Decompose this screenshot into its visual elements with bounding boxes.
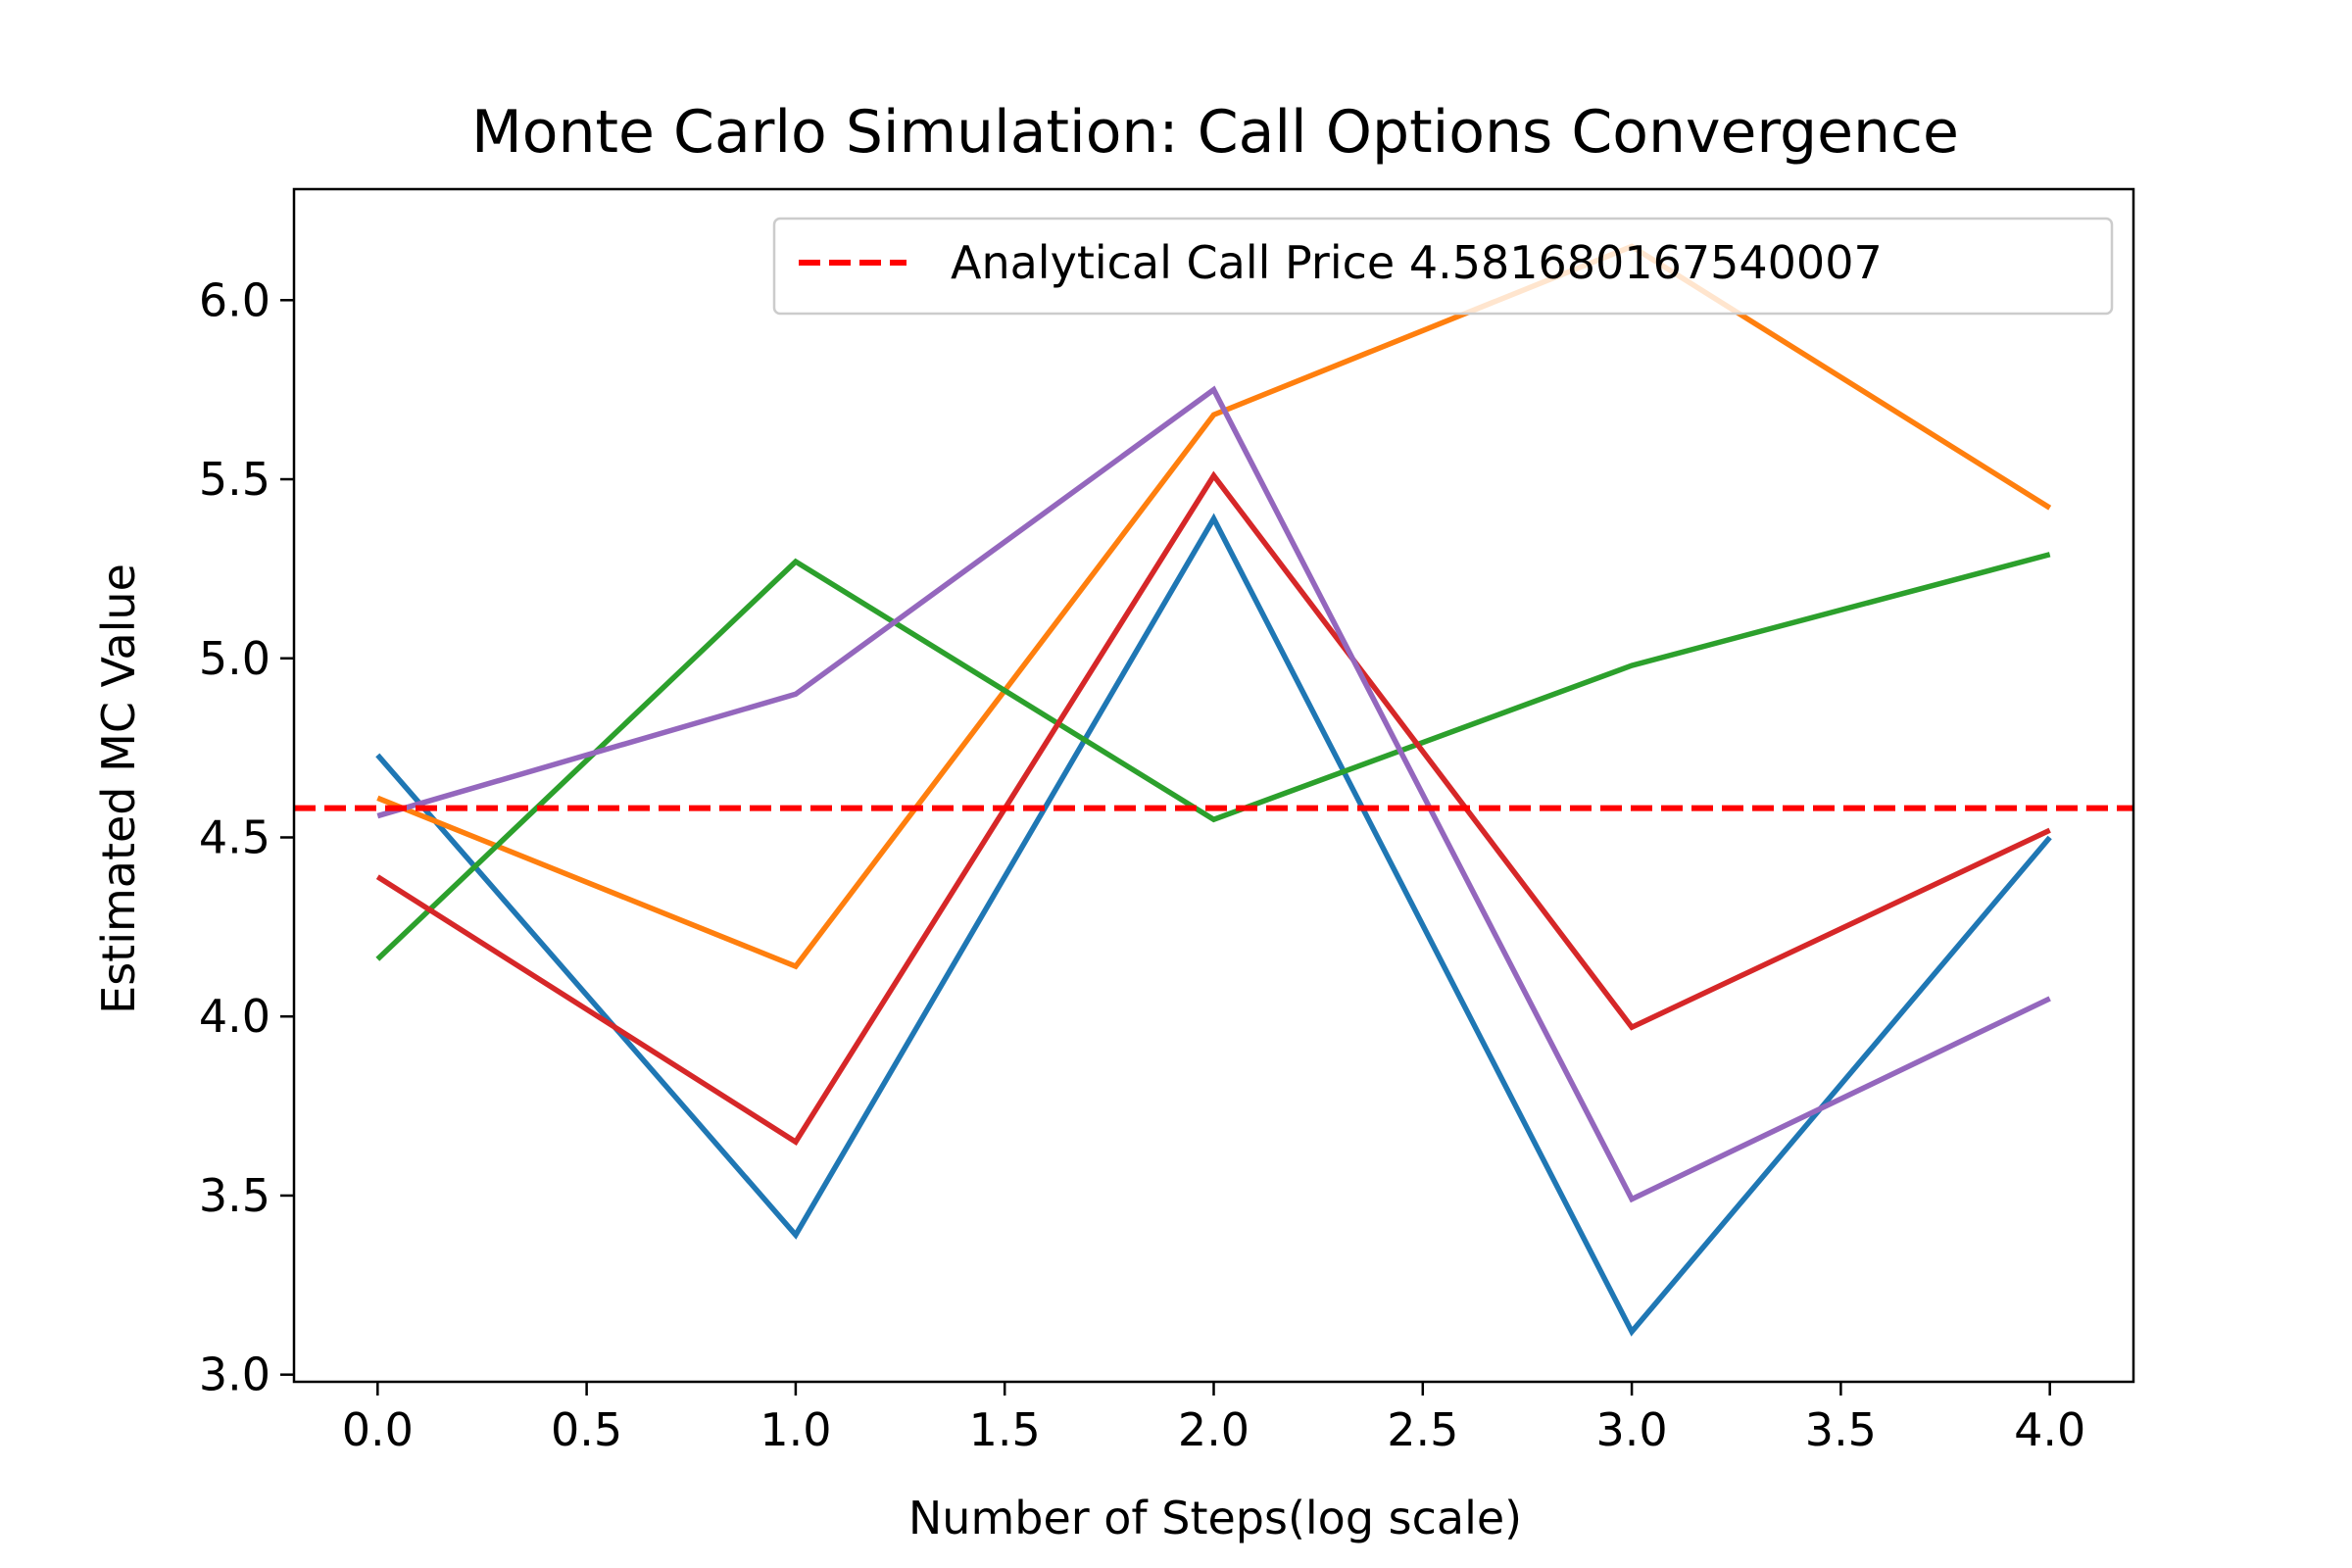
series-line-1 xyxy=(375,513,2052,1337)
y-tick-label: 3.0 xyxy=(199,1348,270,1401)
x-tick-label: 2.0 xyxy=(1178,1403,1250,1456)
series-line-3 xyxy=(375,552,2051,961)
y-tick-label: 5.0 xyxy=(199,632,270,685)
y-axis-ticks: 3.0 3.5 4.0 4.5 5.0 5.5 6.0 xyxy=(199,273,294,1401)
y-tick-label: 5.5 xyxy=(199,453,270,506)
x-tick-label: 3.0 xyxy=(1596,1403,1668,1456)
y-tick-label: 4.0 xyxy=(199,990,270,1043)
series-line-2 xyxy=(376,243,2052,970)
y-tick-label: 6.0 xyxy=(199,273,270,326)
x-tick-label: 4.0 xyxy=(2014,1403,2085,1456)
x-tick-label: 2.5 xyxy=(1387,1403,1458,1456)
legend: Analytical Call Price 4.581680167540007 xyxy=(772,217,2114,316)
x-tick-label: 3.5 xyxy=(1805,1403,1877,1456)
legend-box xyxy=(772,217,2114,316)
series-line-5 xyxy=(376,385,2051,1203)
x-tick-label: 0.5 xyxy=(551,1403,622,1456)
y-axis-label: Estimated MC Value xyxy=(92,564,145,1014)
y-tick-label: 3.5 xyxy=(199,1169,270,1222)
chart-title: Monte Carlo Simulation: Call Options Con… xyxy=(471,98,1959,167)
x-axis-ticks: 0.0 0.5 1.0 1.5 2.0 2.5 3.0 3.5 4.0 xyxy=(342,1382,2085,1456)
x-tick-label: 1.5 xyxy=(969,1403,1041,1456)
series-line-4 xyxy=(375,470,2051,1146)
x-tick-label: 0.0 xyxy=(342,1403,414,1456)
legend-label: Analytical Call Price 4.581680167540007 xyxy=(951,236,1883,289)
y-tick-label: 4.5 xyxy=(199,810,270,863)
x-tick-label: 1.0 xyxy=(760,1403,831,1456)
x-axis-label: Number of Steps(log scale) xyxy=(908,1492,1522,1544)
